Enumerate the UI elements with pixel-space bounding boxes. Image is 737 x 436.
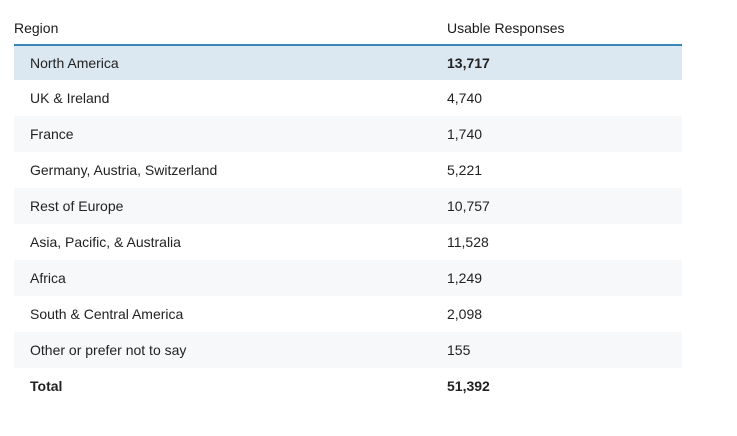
region-cell: France [30,126,74,142]
region-cell: South & Central America [30,306,184,322]
table-row[interactable]: Asia, Pacific, & Australia 11,528 [14,224,682,260]
column-header-region: Region [14,20,59,36]
region-cell: Total [30,378,63,394]
usable-responses-table: Region Usable Responses North America 13… [14,12,682,404]
region-cell: Asia, Pacific, & Australia [30,234,181,250]
table-row[interactable]: France 1,740 [14,116,682,152]
value-cell: 155 [447,342,471,358]
table-row[interactable]: North America 13,717 [14,44,682,80]
region-cell: Germany, Austria, Switzerland [30,162,218,178]
value-cell: 13,717 [447,55,490,71]
region-cell: UK & Ireland [30,90,110,106]
table-row-total: Total 51,392 [14,368,682,404]
value-cell: 4,740 [447,90,483,106]
value-cell: 10,757 [447,198,490,214]
table-header-row: Region Usable Responses [14,12,682,44]
value-cell: 11,528 [447,234,489,250]
column-header-usable-responses: Usable Responses [447,20,565,36]
value-cell: 5,221 [447,162,483,178]
value-cell: 1,740 [447,126,483,142]
value-cell: 1,249 [447,270,483,286]
value-cell: 2,098 [447,306,483,322]
table-row[interactable]: Other or prefer not to say 155 [14,332,682,368]
region-cell: North America [30,55,119,71]
table-row[interactable]: Germany, Austria, Switzerland 5,221 [14,152,682,188]
region-cell: Rest of Europe [30,198,124,214]
table-row[interactable]: Africa 1,249 [14,260,682,296]
value-cell: 51,392 [447,378,490,394]
table-row[interactable]: Rest of Europe 10,757 [14,188,682,224]
region-cell: Other or prefer not to say [30,342,187,358]
table-row[interactable]: UK & Ireland 4,740 [14,80,682,116]
table-row[interactable]: South & Central America 2,098 [14,296,682,332]
region-cell: Africa [30,270,66,286]
